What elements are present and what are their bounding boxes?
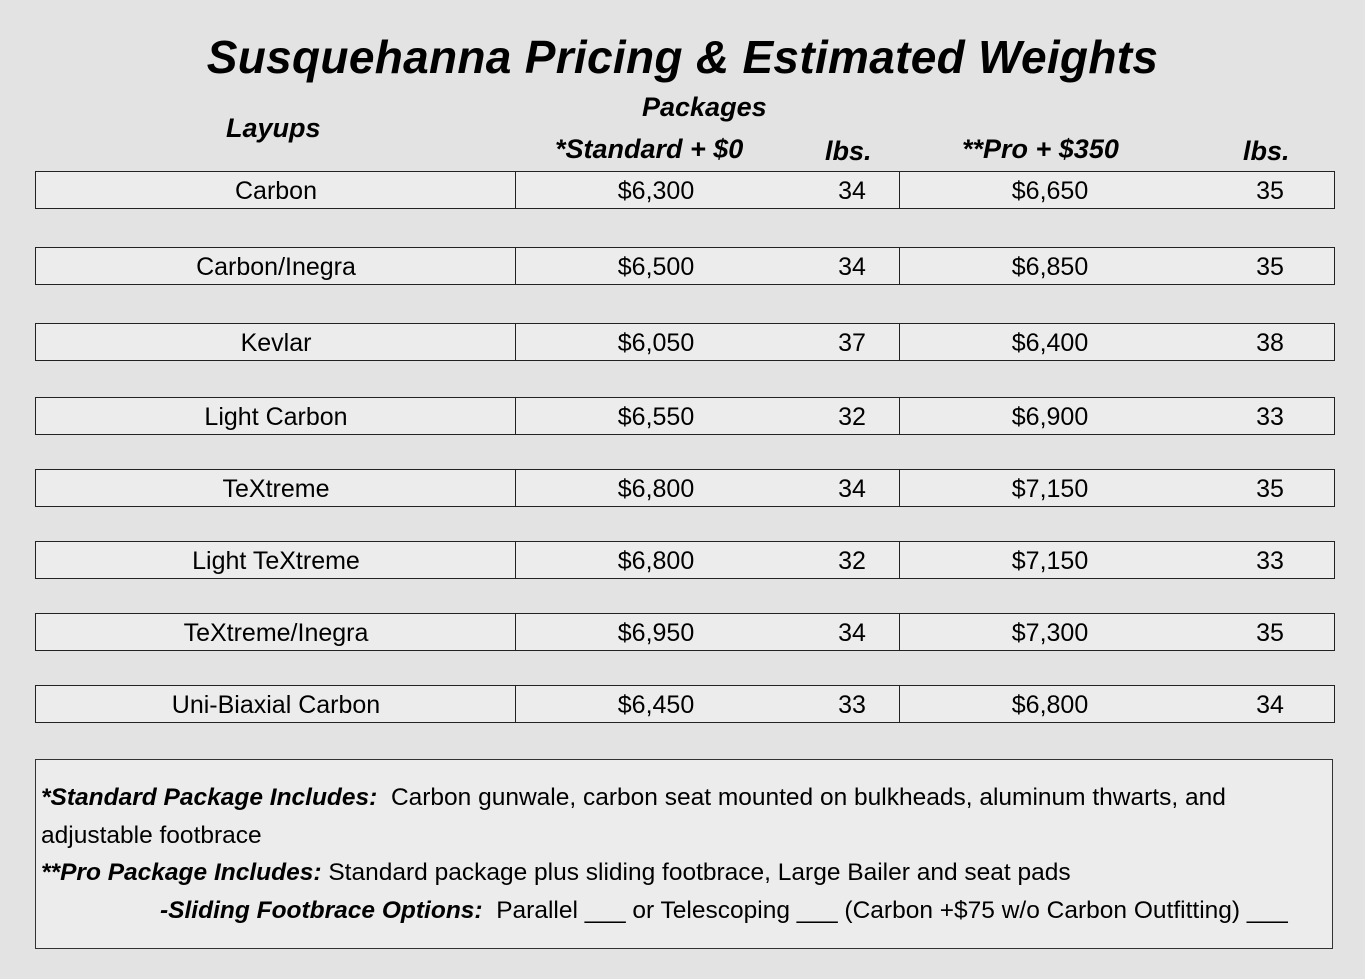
standard-package-note-cont: adjustable footbrace xyxy=(41,822,262,849)
column-divider xyxy=(899,686,900,722)
pro-price: $6,800 xyxy=(1011,691,1089,719)
standard-price: $6,550 xyxy=(617,403,695,431)
pro-price: $6,650 xyxy=(1011,177,1089,205)
standard-weight: 32 xyxy=(838,403,866,431)
pro-price: $6,400 xyxy=(1011,329,1089,357)
table-row: TeXtreme $6,800 34 $7,150 35 xyxy=(35,469,1335,507)
header-packages: Packages xyxy=(642,92,767,122)
column-divider xyxy=(515,172,516,208)
pro-package-note: **Pro Package Includes: Standard package… xyxy=(41,859,1071,887)
standard-package-note: *Standard Package Includes: Carbon gunwa… xyxy=(41,784,1226,812)
column-divider xyxy=(515,398,516,434)
column-divider xyxy=(515,614,516,650)
pro-weight: 35 xyxy=(1256,177,1284,205)
header-standard-package: *Standard + $0 xyxy=(555,134,744,164)
standard-weight: 34 xyxy=(838,619,866,647)
column-divider xyxy=(515,324,516,360)
pro-weight: 34 xyxy=(1256,691,1284,719)
table-row: Carbon/Inegra $6,500 34 $6,850 35 xyxy=(35,247,1335,285)
table-row: Carbon $6,300 34 $6,650 35 xyxy=(35,171,1335,209)
standard-weight: 34 xyxy=(838,253,866,281)
pro-package-label: **Pro Package Includes: xyxy=(41,859,322,886)
pro-package-text: Standard package plus sliding footbrace,… xyxy=(328,859,1071,886)
page-title: Susquehanna Pricing & Estimated Weights xyxy=(206,31,1159,83)
header-standard-lbs: lbs. xyxy=(825,136,872,166)
pro-weight: 35 xyxy=(1256,253,1284,281)
column-divider xyxy=(515,248,516,284)
standard-price: $6,800 xyxy=(617,475,695,503)
layup-name: Carbon/Inegra xyxy=(196,253,356,281)
table-row: Kevlar $6,050 37 $6,400 38 xyxy=(35,323,1335,361)
pro-weight: 35 xyxy=(1256,619,1284,647)
column-divider xyxy=(899,248,900,284)
layup-name: Light TeXtreme xyxy=(192,547,360,575)
column-divider xyxy=(899,470,900,506)
pro-weight: 33 xyxy=(1256,547,1284,575)
column-divider xyxy=(515,542,516,578)
column-divider xyxy=(899,398,900,434)
pro-weight: 33 xyxy=(1256,403,1284,431)
table-row: Light Carbon $6,550 32 $6,900 33 xyxy=(35,397,1335,435)
sliding-footbrace-options: Parallel ___ or Telescoping ___ (Carbon … xyxy=(496,897,1288,924)
sliding-footbrace-note: -Sliding Footbrace Options: Parallel ___… xyxy=(160,897,1288,925)
column-divider xyxy=(515,470,516,506)
pro-weight: 38 xyxy=(1256,329,1284,357)
pro-price: $7,300 xyxy=(1011,619,1089,647)
column-divider xyxy=(899,172,900,208)
layup-name: Carbon xyxy=(235,177,317,205)
package-notes-box: *Standard Package Includes: Carbon gunwa… xyxy=(35,759,1333,949)
pro-price: $7,150 xyxy=(1011,475,1089,503)
column-divider xyxy=(515,686,516,722)
layup-name: TeXtreme/Inegra xyxy=(183,619,369,647)
standard-price: $6,300 xyxy=(617,177,695,205)
standard-weight: 34 xyxy=(838,177,866,205)
column-divider xyxy=(899,614,900,650)
standard-weight: 37 xyxy=(838,329,866,357)
standard-package-text: Carbon gunwale, carbon seat mounted on b… xyxy=(390,784,1226,811)
standard-price: $6,950 xyxy=(617,619,695,647)
pro-price: $7,150 xyxy=(1011,547,1089,575)
column-divider xyxy=(899,324,900,360)
header-layups: Layups xyxy=(226,113,321,143)
sliding-footbrace-label: -Sliding Footbrace Options: xyxy=(160,897,483,924)
layup-name: Light Carbon xyxy=(204,403,348,431)
pro-price: $6,850 xyxy=(1011,253,1089,281)
pro-weight: 35 xyxy=(1256,475,1284,503)
column-divider xyxy=(899,542,900,578)
table-row: TeXtreme/Inegra $6,950 34 $7,300 35 xyxy=(35,613,1335,651)
standard-weight: 33 xyxy=(838,691,866,719)
header-pro-lbs: lbs. xyxy=(1243,136,1290,166)
standard-weight: 34 xyxy=(838,475,866,503)
standard-price: $6,450 xyxy=(617,691,695,719)
table-row: Uni-Biaxial Carbon $6,450 33 $6,800 34 xyxy=(35,685,1335,723)
standard-weight: 32 xyxy=(838,547,866,575)
pro-price: $6,900 xyxy=(1011,403,1089,431)
table-row: Light TeXtreme $6,800 32 $7,150 33 xyxy=(35,541,1335,579)
standard-price: $6,050 xyxy=(617,329,695,357)
header-pro-package: **Pro + $350 xyxy=(962,134,1119,164)
standard-price: $6,500 xyxy=(617,253,695,281)
standard-package-label: *Standard Package Includes: xyxy=(41,784,378,811)
layup-name: Kevlar xyxy=(240,329,312,357)
layup-name: TeXtreme xyxy=(222,475,330,503)
layup-name: Uni-Biaxial Carbon xyxy=(171,691,381,719)
standard-price: $6,800 xyxy=(617,547,695,575)
